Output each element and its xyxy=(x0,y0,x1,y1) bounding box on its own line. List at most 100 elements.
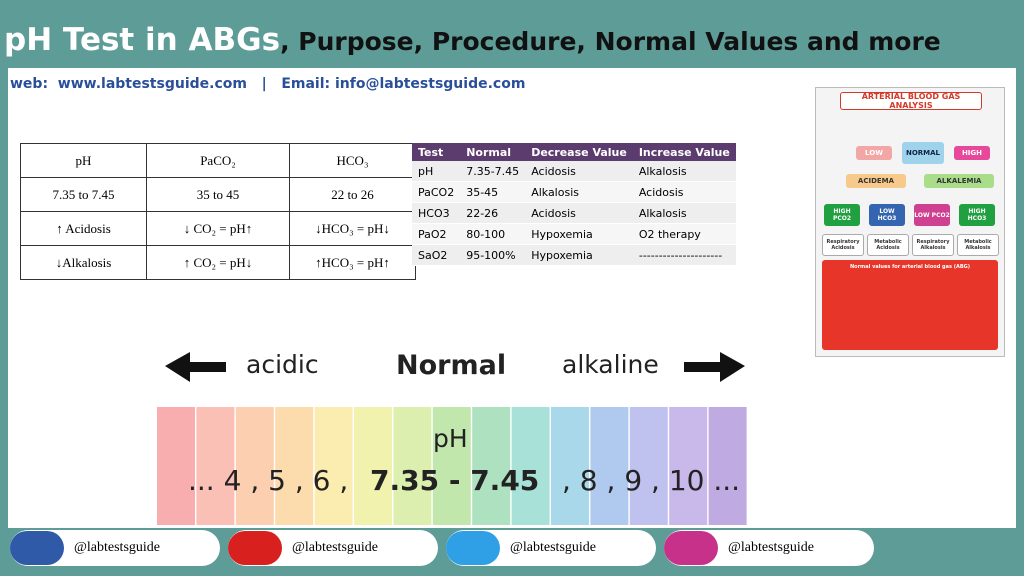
header-cell: PaCO₂ xyxy=(146,143,290,178)
cell: PaO2 xyxy=(412,223,461,245)
row: pH 7.35-7.45 Acidosis Alkalosis xyxy=(412,161,736,182)
cell: Alkalosis xyxy=(632,202,736,224)
ph-table: pH PaCO₂ HCO₃ 7.35 to 7.45 35 to 45 22 to 26 ↑… xyxy=(20,143,416,280)
ph-range: 7.35 - 7.45 xyxy=(370,464,540,497)
ph-label: pH xyxy=(433,424,468,453)
cell: Hypoxemia xyxy=(525,244,633,266)
abg-high: HIGH xyxy=(954,146,990,160)
header-cell: Decrease Value xyxy=(525,143,633,161)
abg-box: LOW HCO3 xyxy=(869,204,905,226)
cell: Acidosis xyxy=(525,161,633,182)
ph-stripe xyxy=(314,407,353,525)
cell: Hypoxemia xyxy=(525,223,633,245)
ph-strip xyxy=(157,407,747,525)
row: PaO2 80-100 Hypoxemia O2 therapy xyxy=(412,223,736,245)
cell: 22 to 26 xyxy=(289,177,416,212)
ph-stripe xyxy=(551,407,589,525)
abg-alkalemia: ALKALEMIA xyxy=(924,174,994,188)
ph-stripe xyxy=(393,407,432,525)
row: 7.35 to 7.45 35 to 45 22 to 26 xyxy=(20,177,416,212)
social-handle: @labtestsguide xyxy=(510,540,596,555)
cell: Alkalosis xyxy=(525,181,633,203)
abg-acidema: ACIDEMA xyxy=(846,174,906,188)
cell: Acidosis xyxy=(525,202,633,224)
abg-chart: ARTERIAL BLOOD GAS ANALYSIS LOW NORMAL H… xyxy=(815,87,1005,357)
social-icon xyxy=(228,531,282,565)
cell: 7.35 to 7.45 xyxy=(20,177,147,212)
abg-box: HIGH HCO3 xyxy=(959,204,995,226)
header-row: Test Normal Decrease Value Increase Value xyxy=(412,143,736,161)
cell: pH xyxy=(412,161,461,182)
ph-stripe xyxy=(235,407,274,525)
cell: --------------------- xyxy=(632,244,736,266)
cell: 80-100 xyxy=(460,223,526,245)
cell: 22-26 xyxy=(460,202,526,224)
header-cell: Test xyxy=(412,143,461,161)
cell: HCO3 xyxy=(412,202,461,224)
ph-low: ... 4 , 5 , 6 , xyxy=(188,464,349,497)
cell: O2 therapy xyxy=(632,223,736,245)
social-button[interactable]: @labtestsguide xyxy=(446,530,656,566)
abg-result: Metabolic Alkalosis xyxy=(957,234,999,256)
header-cell: Normal xyxy=(460,143,526,161)
title-main: pH Test in ABGs xyxy=(4,22,281,58)
social-button[interactable]: @labtestsguide xyxy=(10,530,220,566)
row: ↓Alkalosis ↑ CO₂ = pH↓ ↑HCO₃ = pH↑ xyxy=(20,245,416,280)
ph-stripe xyxy=(275,407,314,525)
cell: ↑HCO₃ = pH↑ xyxy=(289,245,416,280)
cell: SaO2 xyxy=(412,244,461,266)
abg-title: ARTERIAL BLOOD GAS ANALYSIS xyxy=(840,92,982,110)
social-handle: @labtestsguide xyxy=(74,540,160,555)
social-icon xyxy=(664,531,718,565)
row: ↑ Acidosis ↓ CO₂ = pH↑ ↓HCO₃ = pH↓ xyxy=(20,211,416,246)
ph-stripe xyxy=(708,407,747,525)
ph-stripe xyxy=(590,407,629,525)
title: pH Test in ABGs, Purpose, Procedure, Nor… xyxy=(4,22,941,58)
abg-box: LOW PCO2 xyxy=(914,204,950,226)
header-cell: HCO₃ xyxy=(289,143,416,178)
header-row: pH PaCO₂ HCO₃ xyxy=(20,143,416,178)
ph-stripe xyxy=(354,407,392,525)
abg-note: Normal values for arterial blood gas (AB… xyxy=(822,260,998,350)
abg-table: Test Normal Decrease Value Increase Value pH… xyxy=(412,143,736,266)
row: SaO2 95-100% Hypoxemia --------------------… xyxy=(412,244,736,266)
cell: Alkalosis xyxy=(632,161,736,182)
cell: 95-100% xyxy=(460,244,526,266)
social-button[interactable]: @labtestsguide xyxy=(228,530,438,566)
ph-stripe xyxy=(432,407,471,525)
abg-normal: NORMAL xyxy=(902,142,944,164)
social-button[interactable]: @labtestsguide xyxy=(664,530,874,566)
ph-stripe xyxy=(472,407,511,525)
ph-stripe xyxy=(629,407,668,525)
row: PaCO2 35-45 Alkalosis Acidosis xyxy=(412,181,736,203)
social-handle: @labtestsguide xyxy=(292,540,378,555)
ph-stripe xyxy=(511,407,550,525)
header-cell: Increase Value xyxy=(632,143,736,161)
row: HCO3 22-26 Acidosis Alkalosis xyxy=(412,202,736,224)
abg-result: Respiratory Alkalosis xyxy=(912,234,954,256)
ph-stripe xyxy=(157,407,195,525)
cell: ↑ CO₂ = pH↓ xyxy=(146,245,290,280)
cell: ↓Alkalosis xyxy=(20,245,147,280)
ph-stripe xyxy=(196,407,235,525)
cell: ↓HCO₃ = pH↓ xyxy=(289,211,416,246)
title-rest: , Purpose, Procedure, Normal Values and … xyxy=(280,27,941,56)
social-icon xyxy=(10,531,64,565)
abg-low: LOW xyxy=(856,146,892,160)
arrows xyxy=(165,352,745,382)
cell: PaCO2 xyxy=(412,181,461,203)
abg-result: Metabolic Acidosis xyxy=(867,234,909,256)
abg-result: Respiratory Acidosis xyxy=(822,234,864,256)
cell: Acidosis xyxy=(632,181,736,203)
cell: ↓ CO₂ = pH↑ xyxy=(146,211,290,246)
abg-box: HIGH PCO2 xyxy=(824,204,860,226)
ph-high: , 8 , 9 , 10 ... xyxy=(562,464,741,497)
normal: Normal xyxy=(396,350,507,381)
cell: ↑ Acidosis xyxy=(20,211,147,246)
alkaline: alkaline xyxy=(562,350,659,379)
social-handle: @labtestsguide xyxy=(728,540,814,555)
acidic: acidic xyxy=(246,350,319,379)
cell: 7.35-7.45 xyxy=(460,161,526,182)
social-icon xyxy=(446,531,500,565)
